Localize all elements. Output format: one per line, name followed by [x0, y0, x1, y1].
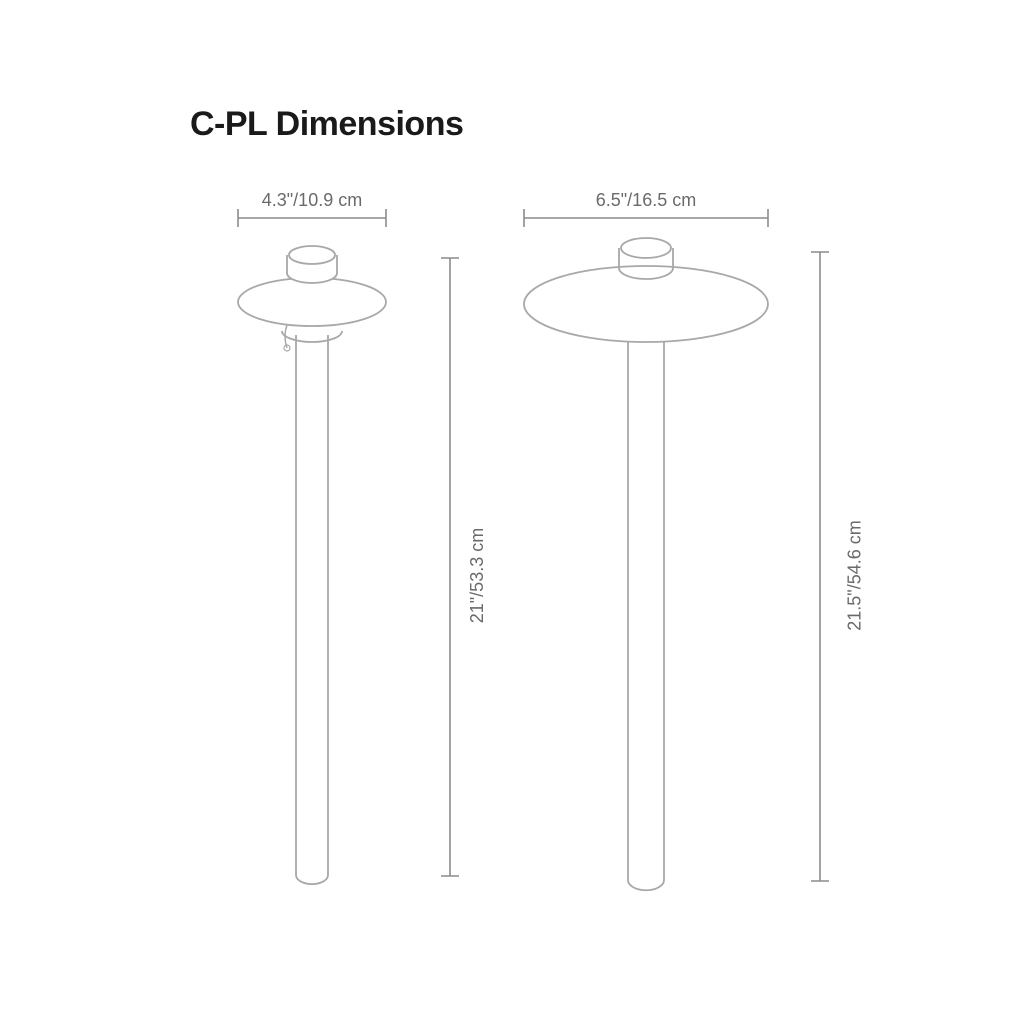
diagram-svg [0, 0, 1024, 1024]
diagram-page: C-PL Dimensions 4.3"/10.9 cm 6.5"/16.5 c… [0, 0, 1024, 1024]
